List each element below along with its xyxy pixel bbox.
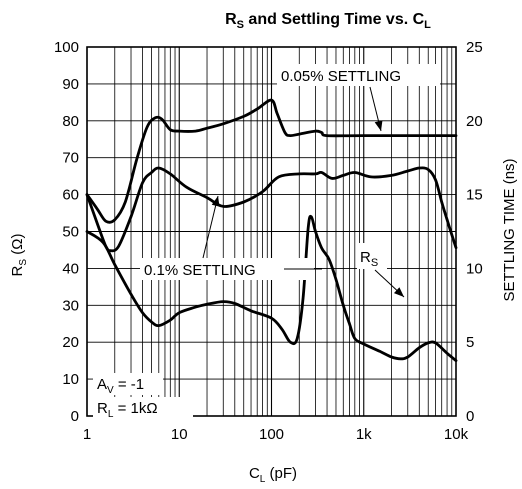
y-axis-right-label: SETTLING TIME (ns)	[501, 158, 518, 301]
x-tick-label: 10k	[444, 426, 469, 443]
series-0p05-settling	[85, 98, 458, 224]
arrow-rs-head	[393, 287, 404, 297]
chart-title: RS and Settling Time vs. CL	[225, 11, 431, 31]
y-left-tick-label: 90	[62, 76, 79, 93]
y-left-tick-label: 100	[54, 39, 79, 56]
label-rs: RS	[360, 249, 378, 269]
y-left-tick-label: 60	[62, 187, 79, 204]
x-tick-label: 1k	[356, 426, 372, 443]
label-av: AV = -1	[97, 376, 144, 396]
series-0p1-settling	[85, 166, 458, 253]
y-left-tick-label: 50	[62, 224, 79, 241]
annotations: 0.05% SETTLING 0.1% SETTLING RS AV = -1 RL =…	[93, 64, 440, 420]
y-left-tick-label: 10	[62, 371, 79, 388]
label-bg-rl	[93, 397, 193, 419]
label-bg-0p05	[277, 64, 440, 86]
arrow-0p1-head	[211, 196, 220, 207]
arrow-0p05-head	[374, 120, 383, 131]
y-right-tick-label: 0	[466, 408, 474, 425]
y-axis-left-label: RS (Ω)	[9, 234, 29, 277]
y-right-tick-label: 5	[466, 334, 474, 351]
label-0p05-settling: 0.05% SETTLING	[281, 68, 401, 85]
y-right-tick-label: 25	[466, 39, 483, 56]
label-bg-av	[93, 373, 163, 395]
y-right-tick-label: 10	[466, 260, 483, 277]
y-left-tick-label: 40	[62, 260, 79, 277]
y-left-tick-label: 30	[62, 297, 79, 314]
label-bg-rs	[357, 243, 387, 269]
y-left-tick-label: 0	[71, 408, 79, 425]
label-bg-0p1	[140, 258, 314, 280]
label-rl: RL = 1kΩ	[97, 400, 158, 420]
x-tick-label: 1	[83, 426, 91, 443]
tick-labels: 0 10 20 30 40 50 60 70 80 90 100 0 5 10 15 20 25 1 10 100 1k…	[54, 39, 483, 443]
grid-lines	[86, 46, 456, 417]
y-left-tick-label: 80	[62, 113, 79, 130]
x-tick-label: 10	[171, 426, 188, 443]
label-0p1-settling: 0.1% SETTLING	[144, 262, 256, 279]
arrow-0p1-line	[202, 195, 219, 259]
y-left-tick-label: 20	[62, 334, 79, 351]
y-right-tick-label: 20	[466, 113, 483, 130]
x-tick-label: 100	[259, 426, 284, 443]
y-left-tick-label: 70	[62, 150, 79, 167]
y-right-tick-label: 15	[466, 187, 483, 204]
x-axis-label: CL (pF)	[249, 465, 297, 485]
